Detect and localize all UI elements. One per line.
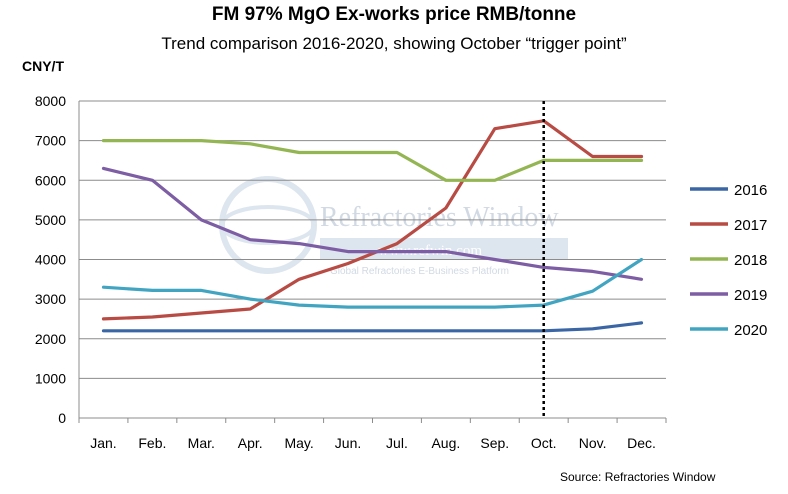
- y-tick-label: 6000: [35, 172, 66, 188]
- legend-label-2020: 2020: [734, 322, 767, 339]
- series-lines: [101, 119, 644, 333]
- y-tick-label: 4000: [35, 252, 66, 268]
- series-line-2018: [101, 139, 644, 182]
- x-tick-label: Jul.: [386, 435, 408, 451]
- x-tick-label: Feb.: [138, 435, 166, 451]
- x-tick-label: Dec.: [627, 435, 656, 451]
- legend-label-2019: 2019: [734, 287, 767, 304]
- y-axis-unit-label: CNY/T: [22, 58, 64, 74]
- x-tick-label: May.: [284, 435, 313, 451]
- y-axis-tick-labels: 0 1000 2000 3000 4000 5000 6000 7000 8000: [35, 93, 66, 426]
- legend-label-2017: 2017: [734, 217, 767, 234]
- x-tick-label: Apr.: [238, 435, 263, 451]
- x-tick-label: Nov.: [579, 435, 607, 451]
- y-tick-label: 8000: [35, 93, 66, 109]
- y-tick-label: 1000: [35, 370, 66, 386]
- watermark-band: [320, 238, 568, 260]
- x-tick-label: Sep.: [480, 435, 509, 451]
- y-tick-label: 2000: [35, 331, 66, 347]
- x-tick-label: Aug.: [431, 435, 460, 451]
- legend-label-2018: 2018: [734, 252, 767, 269]
- legend: 2016 2017 2018 2019 2020: [690, 182, 767, 339]
- series-line-2016: [101, 321, 644, 333]
- x-tick-label: Oct.: [531, 435, 557, 451]
- x-axis-tick-labels: Jan. Feb. Mar. Apr. May. Jun. Jul. Aug. Sep. Oct.…: [90, 435, 656, 451]
- legend-label-2016: 2016: [734, 182, 767, 199]
- y-tick-label: 5000: [35, 212, 66, 228]
- watermark-name: Refractories Window: [320, 202, 559, 233]
- grid-lines: [78, 100, 667, 423]
- x-tick-label: Jun.: [335, 435, 361, 451]
- series-line-2017: [101, 119, 644, 321]
- chart-subtitle: Trend comparison 2016-2020, showing Octo…: [161, 34, 627, 53]
- y-tick-label: 7000: [35, 133, 66, 149]
- x-tick-label: Jan.: [90, 435, 116, 451]
- chart-title: FM 97% MgO Ex-works price RMB/tonne: [211, 4, 577, 25]
- source-note: Source: Refractories Window: [560, 470, 716, 484]
- x-tick-label: Mar.: [188, 435, 215, 451]
- series-line-2019: [101, 166, 644, 281]
- y-tick-label: 0: [58, 410, 66, 426]
- watermark-tagline: Global Refractories E-Business Platform: [330, 266, 509, 277]
- watermark-globe: [219, 176, 317, 274]
- series-line-2020: [101, 257, 644, 309]
- y-tick-label: 3000: [35, 291, 66, 307]
- watermark-globe-ring: [220, 205, 316, 245]
